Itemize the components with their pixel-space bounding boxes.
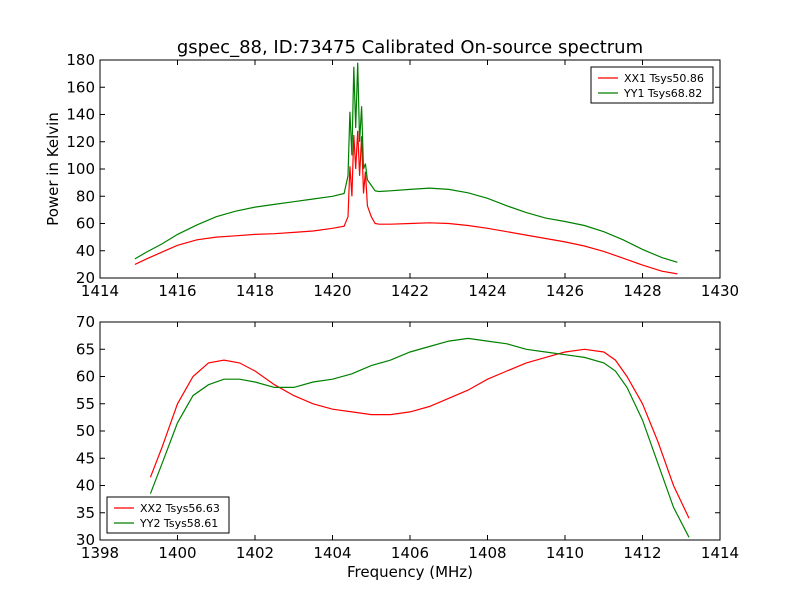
x-tick-label: 1410 xyxy=(546,544,584,562)
y-tick-label: 100 xyxy=(66,160,95,178)
x-tick-label: 1428 xyxy=(623,282,661,300)
x-tick-label: 1422 xyxy=(391,282,429,300)
x-tick-label: 1400 xyxy=(158,544,196,562)
y-tick-label: 120 xyxy=(66,133,95,151)
legend-label: XX1 Tsys50.86 xyxy=(624,72,704,85)
y-tick-label: 60 xyxy=(76,215,95,233)
legend-box xyxy=(106,496,230,534)
x-tick-label: 1414 xyxy=(81,282,119,300)
y-tick-label: 65 xyxy=(76,340,95,358)
y-tick-label: 55 xyxy=(76,395,95,413)
x-tick-label: 1398 xyxy=(81,544,119,562)
y-tick-label: 160 xyxy=(66,78,95,96)
y-tick-label: 40 xyxy=(76,477,95,495)
legend: XX1 Tsys50.86 YY1 Tsys68.82 xyxy=(590,66,714,104)
series-line-0-0 xyxy=(134,130,678,275)
y-tick-label: 35 xyxy=(76,504,95,522)
x-tick-label: 1416 xyxy=(158,282,196,300)
series-line-1-0 xyxy=(149,348,690,519)
x-tick-label: 1404 xyxy=(313,544,351,562)
series-line-0-1 xyxy=(134,62,678,263)
y-tick-label: 40 xyxy=(76,242,95,260)
x-tick-label: 1412 xyxy=(623,544,661,562)
y-tick-label: 30 xyxy=(76,531,95,549)
y-tick-label: 70 xyxy=(76,313,95,331)
x-tick-label: 1408 xyxy=(468,544,506,562)
x-tick-label: 1402 xyxy=(236,544,274,562)
y-tick-label: 50 xyxy=(76,422,95,440)
legend-label: XX2 Tsys56.63 xyxy=(140,502,220,515)
chart-title: gspec_88, ID:73475 Calibrated On-source … xyxy=(177,37,643,58)
bottom-panel: 1398 1400 1402 1404 1406 1408 1410 1412 1414 30 35… xyxy=(76,313,739,562)
y-tick-label: 20 xyxy=(76,269,95,287)
legend-label: YY1 Tsys68.82 xyxy=(623,87,702,100)
x-tick-label: 1430 xyxy=(701,282,739,300)
legend: XX2 Tsys56.63 YY2 Tsys58.61 xyxy=(106,496,230,534)
x-tick-label: 1424 xyxy=(468,282,506,300)
x-tick-label: 1426 xyxy=(546,282,584,300)
legend-label: YY2 Tsys58.61 xyxy=(139,517,218,530)
y-tick-label: 60 xyxy=(76,368,95,386)
x-tick-label: 1406 xyxy=(391,544,429,562)
x-tick-label: 1414 xyxy=(701,544,739,562)
y-axis-label: Power in Kelvin xyxy=(44,112,62,226)
y-tick-label: 180 xyxy=(66,51,95,69)
x-tick-label: 1420 xyxy=(313,282,351,300)
x-tick-label: 1418 xyxy=(236,282,274,300)
x-axis-label: Frequency (MHz) xyxy=(347,563,473,581)
y-tick-label: 45 xyxy=(76,449,95,467)
top-panel: 1414 1416 1418 1420 1422 1424 1426 1428 1430 20 40… xyxy=(44,51,739,300)
series-line-1-1 xyxy=(149,337,690,538)
y-tick-label: 80 xyxy=(76,187,95,205)
legend-box xyxy=(590,66,714,104)
y-tick-label: 140 xyxy=(66,106,95,124)
